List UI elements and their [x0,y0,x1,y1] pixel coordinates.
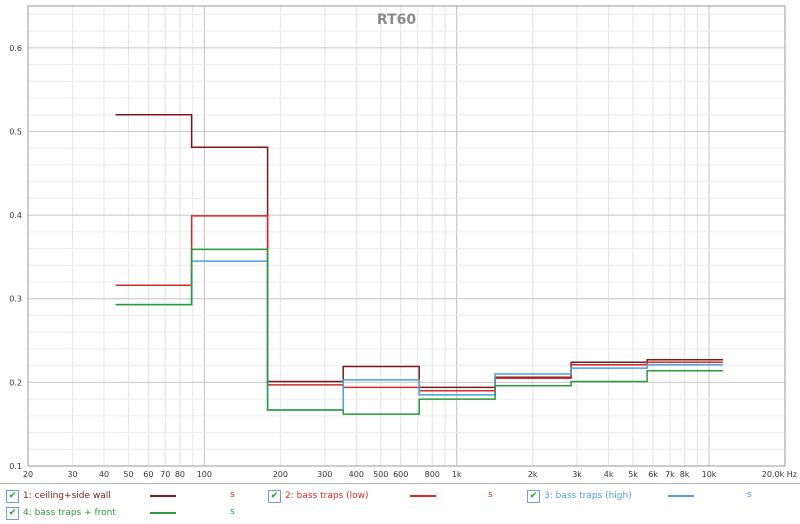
x-tick-label: 300 [317,470,332,479]
legend-swatch-1 [150,495,176,497]
series-line-4 [115,248,723,415]
series-line-1 [115,113,723,389]
legend-swatch-2 [410,495,436,497]
checkbox-series-2[interactable]: ✔ [268,489,281,503]
y-tick-label: 0.4 [9,211,22,220]
legend-label-3: 3: bass traps (high) [544,491,632,501]
x-tick-label: 7k [665,470,675,479]
x-tick-label: 80 [175,470,185,479]
legend-unit-1: s [230,490,235,500]
x-tick-label: 1k [452,470,462,479]
chart-plot: RT60 0.1 0.2 0.3 0.4 0.5 0.6 20 30 40 50 60 70 80 100 2… [9,5,797,479]
x-tick-label: 50 [123,470,133,479]
plot-border [27,5,786,467]
x-tick-label: 5k [628,470,638,479]
x-tick-label: 100 [197,470,212,479]
legend-unit-3: s [747,490,752,500]
x-tick-label: 3k [572,470,582,479]
checkbox-series-3[interactable]: ✔ [527,489,540,503]
legend-panel: ✔ 1: ceiling+side wall s ✔ 2: bass traps… [0,483,800,524]
x-tick-label: 6k [648,470,658,479]
plot-frame [27,5,786,467]
x-tick-label: 600 [393,470,408,479]
x-tick-label: 60 [143,470,153,479]
x-tick-label: 800 [425,470,440,479]
x-tick-label: 20.0k Hz [762,470,797,479]
x-tick-label: 30 [67,470,77,479]
legend-swatch-3 [668,495,694,497]
y-tick-label: 0.1 [9,462,22,471]
x-tick-label: 20 [23,470,33,479]
chart-title: RT60 [377,12,416,28]
x-tick-label: 70 [160,470,170,479]
legend-item-2[interactable]: ✔ 2: bass traps (low) [268,487,368,505]
legend-label-4: 4: bass traps + front [23,508,116,518]
checkbox-series-1[interactable]: ✔ [6,489,19,503]
legend-item-1[interactable]: ✔ 1: ceiling+side wall [6,487,111,505]
legend-swatch-4 [150,512,176,514]
x-tick-label: 40 [99,470,109,479]
x-tick-label: 400 [349,470,364,479]
legend-label-2: 2: bass traps (low) [285,491,369,501]
x-tick-label: 200 [273,470,288,479]
rt60-chart: RT60 0.1 0.2 0.3 0.4 0.5 0.6 20 30 40 50 60 70 80 100 2… [9,5,797,479]
series-line-3 [115,260,723,411]
x-tick-label: 4k [604,470,614,479]
legend-unit-4: s [230,507,235,517]
y-tick-label: 0.2 [9,378,22,387]
y-tick-label: 0.3 [9,295,22,304]
legend-item-4[interactable]: ✔ 4: bass traps + front [6,504,116,522]
checkbox-series-4[interactable]: ✔ [6,506,19,520]
y-tick-label: 0.6 [9,44,22,53]
x-tick-label: 10k [702,470,717,479]
x-tick-label: 500 [373,470,388,479]
legend-label-1: 1: ceiling+side wall [23,491,111,501]
legend-item-3[interactable]: ✔ 3: bass traps (high) [527,487,632,505]
y-tick-label: 0.5 [9,127,22,136]
x-tick-label: 8k [680,470,690,479]
x-tick-label: 2k [528,470,538,479]
legend-unit-2: s [488,490,493,500]
